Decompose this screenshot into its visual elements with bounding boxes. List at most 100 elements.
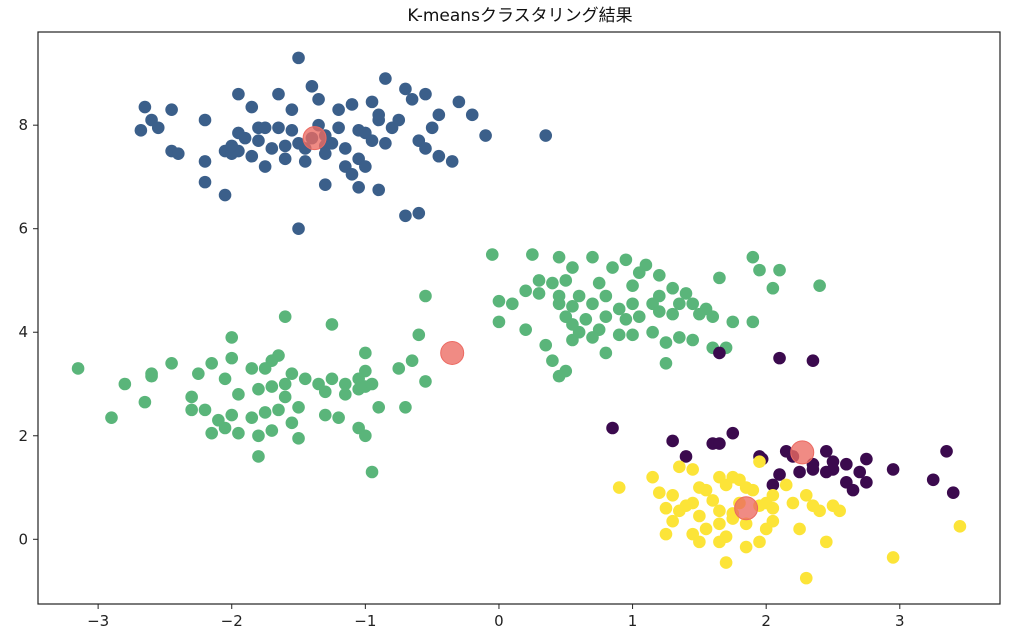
cluster-1-point <box>292 432 305 445</box>
cluster-1-point <box>632 310 646 324</box>
cluster-1-point <box>339 388 352 401</box>
cluster-1-point <box>339 377 352 391</box>
cluster-0-point <box>432 108 446 122</box>
cluster-1-point <box>225 331 239 344</box>
cluster-1-point <box>185 390 198 404</box>
cluster-2-point <box>946 486 960 500</box>
cluster-0-point <box>165 103 178 116</box>
cluster-2-point <box>846 483 860 497</box>
cluster-1-point <box>392 362 406 375</box>
cluster-3-point <box>886 551 900 564</box>
cluster-2-point <box>860 452 873 466</box>
y-tick-label: 0 <box>18 530 28 548</box>
cluster-0-point <box>345 168 359 181</box>
cluster-1-point <box>619 312 633 326</box>
cluster-1-point <box>325 318 339 331</box>
cluster-0-point <box>359 160 372 173</box>
cluster-1-point <box>693 307 706 321</box>
cluster-1-point <box>318 408 332 422</box>
y-axis: 0 2 4 6 8 <box>18 116 38 548</box>
cluster-3-point <box>652 486 666 500</box>
cluster-2-point <box>793 465 806 479</box>
cluster-1-point <box>118 377 132 391</box>
cluster-1-point <box>399 400 412 414</box>
cluster-0-point <box>425 121 439 135</box>
cluster-1-point <box>192 367 205 380</box>
cluster-3-point <box>713 535 726 549</box>
cluster-1-point <box>686 333 699 347</box>
cluster-3-point <box>713 517 726 531</box>
cluster-0-point <box>405 92 419 106</box>
cluster-3-point <box>706 494 720 507</box>
cluster-0-point <box>419 87 432 101</box>
cluster-0-point <box>412 206 426 220</box>
cluster-2-point <box>886 463 900 476</box>
cluster-1-point <box>298 372 312 386</box>
cluster-1-point <box>265 380 279 393</box>
cluster-0-point <box>278 139 292 153</box>
cluster-1-point <box>586 297 599 311</box>
cluster-1-point <box>265 424 279 437</box>
cluster-1-point <box>225 351 239 365</box>
cluster-0-point <box>292 51 305 65</box>
cluster-0-point <box>399 209 412 223</box>
cluster-3-point <box>719 556 733 569</box>
cluster-0-point <box>138 100 152 114</box>
cluster-2-point <box>853 465 867 479</box>
cluster-1-point <box>706 310 720 324</box>
cluster-0-point <box>365 134 379 148</box>
cluster-1-point <box>71 362 85 375</box>
cluster-1-point <box>492 315 506 329</box>
cluster-1-point <box>626 279 639 292</box>
cluster-1-point <box>198 403 212 417</box>
cluster-3-point <box>753 455 766 468</box>
cluster-0-point <box>258 160 272 173</box>
cluster-1-point <box>552 369 566 383</box>
cluster-1-point <box>278 390 292 404</box>
cluster-1-point <box>586 331 599 344</box>
cluster-1-point <box>218 372 232 386</box>
cluster-3-point <box>739 517 753 531</box>
cluster-1-point <box>278 377 292 391</box>
cluster-0-point <box>245 100 259 114</box>
cluster-1-point <box>232 388 245 401</box>
data-points-layer <box>71 51 967 585</box>
cluster-0-point <box>318 178 332 192</box>
cluster-1-point <box>546 276 559 290</box>
cluster-1-point <box>679 287 693 300</box>
cluster-0-point <box>372 113 386 127</box>
cluster-2-point <box>679 450 693 463</box>
cluster-3-point <box>799 571 813 585</box>
cluster-3-point <box>820 535 833 549</box>
cluster-3-point <box>612 481 626 494</box>
cluster-1-point <box>666 281 679 295</box>
cluster-2-point <box>806 463 820 476</box>
cluster-1-point <box>612 328 626 342</box>
cluster-1-point <box>753 263 766 277</box>
cluster-2-point <box>826 463 840 476</box>
cluster-3-point <box>786 496 800 510</box>
cluster-0-point <box>318 147 332 160</box>
cluster-0-point <box>265 142 279 155</box>
cluster-1-point <box>539 338 553 352</box>
cluster-1-point <box>365 377 379 391</box>
x-axis: −3 −2 −1 0 1 2 3 <box>87 604 905 630</box>
cluster-3-point <box>693 535 706 549</box>
cluster-3-point <box>726 512 740 525</box>
x-tick-label: 1 <box>628 612 638 630</box>
cluster-1-point <box>185 403 198 417</box>
cluster-1-point <box>652 305 666 318</box>
cluster-0-point <box>218 188 232 202</box>
cluster-1-point <box>506 297 519 311</box>
cluster-0-point <box>332 103 345 116</box>
cluster-1-point <box>599 310 613 324</box>
cluster-1-point <box>746 315 760 329</box>
cluster-0-point <box>379 72 392 85</box>
y-tick-label: 2 <box>18 427 28 445</box>
cluster-1-point <box>566 300 579 313</box>
cluster-3-point <box>746 483 760 497</box>
cluster-0-point <box>399 82 412 96</box>
cluster-1-point <box>412 328 426 342</box>
cluster-1-point <box>646 325 659 339</box>
cluster-1-point <box>252 429 265 443</box>
